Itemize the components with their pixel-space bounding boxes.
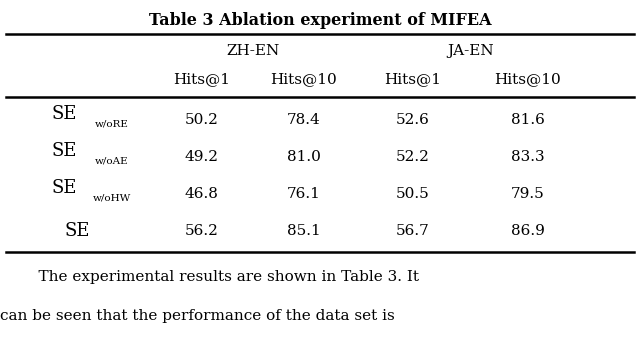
Text: JA-EN: JA-EN	[447, 44, 493, 58]
Text: w/oAE: w/oAE	[95, 157, 129, 166]
Text: 83.3: 83.3	[511, 150, 545, 164]
Text: w/oRE: w/oRE	[95, 120, 129, 129]
Text: 81.6: 81.6	[511, 113, 545, 127]
Text: 46.8: 46.8	[185, 187, 218, 201]
Text: Hits@10: Hits@10	[271, 72, 337, 86]
Text: 78.4: 78.4	[287, 113, 321, 127]
Text: 79.5: 79.5	[511, 187, 545, 201]
Text: Hits@1: Hits@1	[173, 72, 230, 86]
Text: The experimental results are shown in Table 3. It: The experimental results are shown in Ta…	[19, 270, 419, 284]
Text: Hits@1: Hits@1	[384, 72, 442, 86]
Text: 86.9: 86.9	[511, 224, 545, 238]
Text: can be seen that the performance of the data set is: can be seen that the performance of the …	[0, 309, 395, 323]
Text: Hits@10: Hits@10	[495, 72, 561, 86]
Text: 56.7: 56.7	[396, 224, 429, 238]
Text: 50.5: 50.5	[396, 187, 429, 201]
Text: 52.2: 52.2	[396, 150, 429, 164]
Text: Table 3 Ablation experiment of MIFEA: Table 3 Ablation experiment of MIFEA	[148, 12, 492, 29]
Text: 76.1: 76.1	[287, 187, 321, 201]
Text: 85.1: 85.1	[287, 224, 321, 238]
Text: 81.0: 81.0	[287, 150, 321, 164]
Text: SE: SE	[51, 179, 77, 197]
Text: SE: SE	[51, 105, 77, 122]
Text: 56.2: 56.2	[185, 224, 218, 238]
Text: SE: SE	[64, 222, 90, 240]
Text: ZH-EN: ZH-EN	[226, 44, 280, 58]
Text: 49.2: 49.2	[184, 150, 219, 164]
Text: 50.2: 50.2	[185, 113, 218, 127]
Text: SE: SE	[51, 142, 77, 160]
Text: w/oHW: w/oHW	[93, 194, 131, 203]
Text: 52.6: 52.6	[396, 113, 429, 127]
